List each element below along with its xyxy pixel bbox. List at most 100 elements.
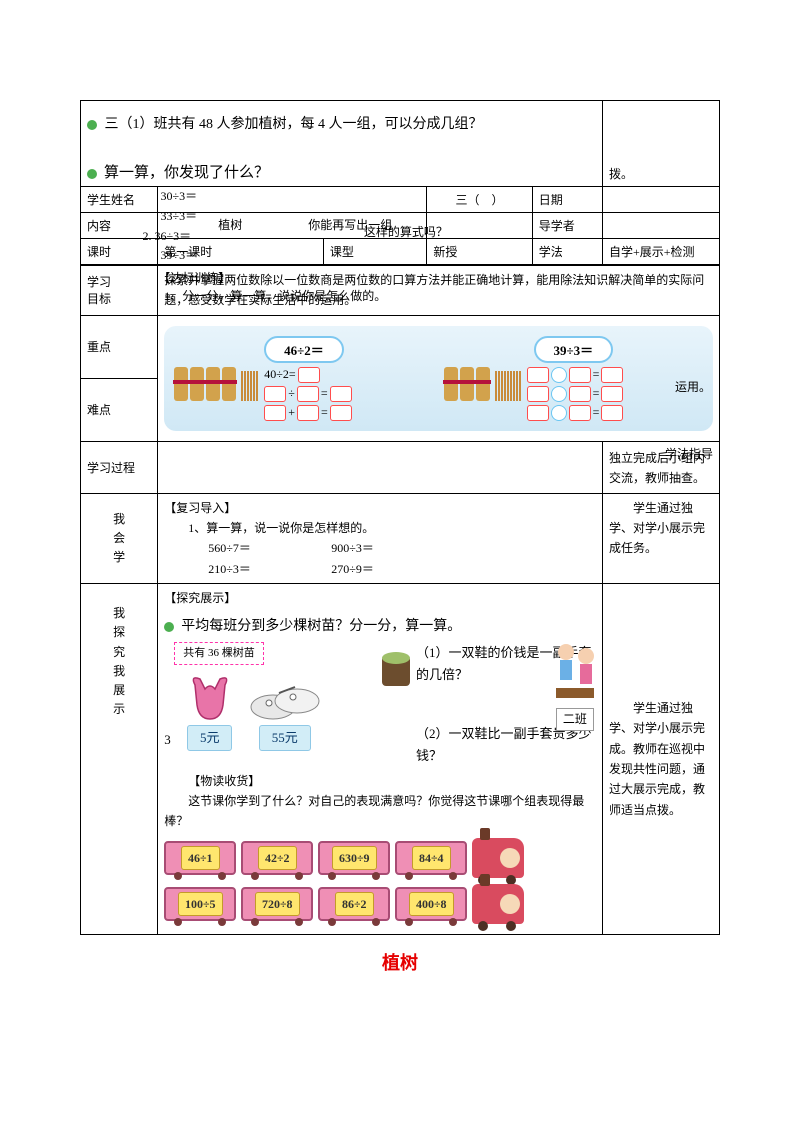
gloves-price: 5元 [187,725,233,751]
locomotive-icon [472,838,524,878]
wagon-expr: 400÷8 [409,892,454,916]
wagon: 84÷4 [395,841,467,875]
train-row-1: 46÷1 42÷2 630÷9 84÷4 [164,838,596,878]
wagon-expr: 720÷8 [255,892,300,916]
class-flag: 二班 [556,708,594,730]
class-field: 三（ ） [427,187,532,213]
wagon-expr: 86÷2 [335,892,374,916]
wagon: 86÷2 [318,887,390,921]
diagram-left: 46÷2＝ 40÷2= ÷= += [174,336,433,421]
bullet-icon [87,169,97,179]
content-value: 植树 [218,216,242,233]
review-expr-4: 270÷9＝ [331,562,374,576]
goal-overlay-2: 1、分一分，算一算，说说你是怎么做的。 [164,286,386,306]
kids-illustration: 二班 [546,638,604,730]
review-title: 【复习导入】 [164,498,596,518]
tree-stump [376,650,416,699]
review-row: 我 会 学 【复习导入】 1、算一算，说一说你是怎样想的。 560÷7＝ 900… [81,493,720,584]
eq-right-2: = [527,386,624,402]
eq-left-2: ÷= [264,386,352,402]
eq-left-3: += [264,405,352,421]
label-process: 学习过程 [81,441,158,493]
label-method: 学法 [532,239,602,265]
left-bundles [174,367,258,401]
seedling-count-strip: 共有 36 棵树苗 [174,642,264,665]
wagon: 400÷8 [395,887,467,921]
side-label-learn: 我 会 学 [81,493,158,584]
process-header-row: 学习过程 学法指导 独立完成后小组内交流，教师抽查。 [81,441,720,493]
review-expr-1: 560÷7＝ [208,538,328,558]
eq-left-1: 40÷2= [264,367,352,383]
inquiry-row: 我 探 究 我 展 示 【探究展示】 平均每班分到多少棵树苗？分一分，算一算。 … [81,584,720,935]
division-diagram: 46÷2＝ 40÷2= ÷= += 39÷3＝ [164,326,713,431]
label-student-name: 学生姓名 [81,187,158,213]
avg-question: 平均每班分到多少棵树苗？分一分，算一算。 [181,619,461,634]
calc-expr-3-row: 2. 36÷3＝ [161,227,198,247]
harvest-body: 这节课你学到了什么？对自己的表现满意吗？你觉得这节课哪个组表现得最棒？ [164,791,596,832]
shoes-item: 55元 [249,671,321,751]
three-label: 3 [164,729,171,751]
gloves-item: 5元 [185,675,235,751]
wagon: 100÷5 [164,887,236,921]
right-bundles [444,367,521,401]
calc-prompt: 算一算，你发现了什么？ [104,165,269,181]
calc-list-overlay: 30÷3＝ 33÷3＝ 2. 36÷3＝ 39÷3＝ [161,187,198,266]
method-value: 自学+展示+检测 [602,239,719,265]
wagon: 46÷1 [164,841,236,875]
inquiry-title: 【探究展示】 [164,588,596,608]
wagon-expr: 630÷9 [332,846,377,870]
label-tutor: 导学者 [532,213,602,239]
label-date: 日期 [532,187,602,213]
locomotive-icon [472,884,524,924]
review-instruction: 1、算一算，说一说你是怎样想的。 [164,518,596,538]
train-row-2: 100÷5 720÷8 86÷2 400÷8 [164,884,596,924]
method-guide-label: 学法指导 [665,444,713,464]
gloves-icon [185,675,235,721]
shoes-icon [249,671,321,721]
diagram-right: 39÷3＝ = = = [444,336,703,421]
top-row: 三（1）班共有 48 人参加植树，每 4 人一组，可以分成几组？ 算一算，你发现… [81,101,720,187]
avg-question-row: 平均每班分到多少棵树苗？分一分，算一算。 [164,615,596,639]
footer-title: 植树 [80,949,720,975]
label-difficulty: 难点 [81,378,158,441]
wagon-expr: 46÷1 [181,846,220,870]
wagon: 630÷9 [318,841,390,875]
side-label-inquiry: 我 探 究 我 展 示 [81,584,158,935]
kids-icon [546,638,604,708]
items-row: 3 5元 55元 [164,671,406,751]
group-question: 三（1）班共有 48 人参加植树，每 4 人一组，可以分成几组？ [87,107,596,143]
shoes-price: 55元 [259,725,311,751]
eq-right-1: = [527,367,624,383]
class-type-value: 新授 [427,239,532,265]
bullet-icon [87,120,97,130]
harvest-title: 【物读收货】 [164,771,596,791]
guidance-block-1: 学生通过独学、对学小展示完成任务。 [602,493,719,584]
goal-row: 学习 目标 探索并掌握两位数除以一位数商是两位数的口算方法并能正确地计算，能用除… [81,266,720,316]
wagon-expr: 100÷5 [178,892,223,916]
group-question-text: 三（1）班共有 48 人参加植树，每 4 人一组，可以分成几组？ [105,117,483,132]
label-keypoint: 重点 [81,315,158,378]
wagon-expr: 42÷2 [258,846,297,870]
right-hint: 拨。 [609,167,633,181]
wagon: 720÷8 [241,887,313,921]
left-expression: 46÷2＝ [264,336,344,363]
main-table: 三（1）班共有 48 人参加植树，每 4 人一组，可以分成几组？ 算一算，你发现… [80,100,720,935]
difficulty-suffix: 运用。 [675,378,711,395]
calc-expr-4: 39÷3＝ [161,246,198,266]
keypoint-row: 重点 46÷2＝ 40÷2= ÷= += [81,315,720,378]
eq-right-3: = [527,405,624,421]
label-goal: 学习 目标 [81,266,158,316]
wagon-expr: 84÷4 [412,846,451,870]
right-hint-cell: 拨。 [602,101,719,187]
worksheet-page: 三（1）班共有 48 人参加植树，每 4 人一组，可以分成几组？ 算一算，你发现… [0,0,800,1005]
overlay-question-2: 这样的算式吗？ [364,223,448,240]
review-expr-2: 900÷3＝ [331,541,374,555]
calc-expr-1: 30÷3＝ [161,187,198,207]
review-expr-3: 210÷3＝ [208,559,328,579]
wagon: 42÷2 [241,841,313,875]
calc-expr-2: 33÷3＝ [161,207,198,227]
bullet-icon [164,622,174,632]
guidance-block-2: 学生通过独学、对学小展示完成。教师在巡视中发现共性问题，通过大展示完成，教师适当… [602,584,719,935]
right-expression: 39÷3＝ [534,336,614,363]
label-class-type: 课型 [330,245,354,259]
